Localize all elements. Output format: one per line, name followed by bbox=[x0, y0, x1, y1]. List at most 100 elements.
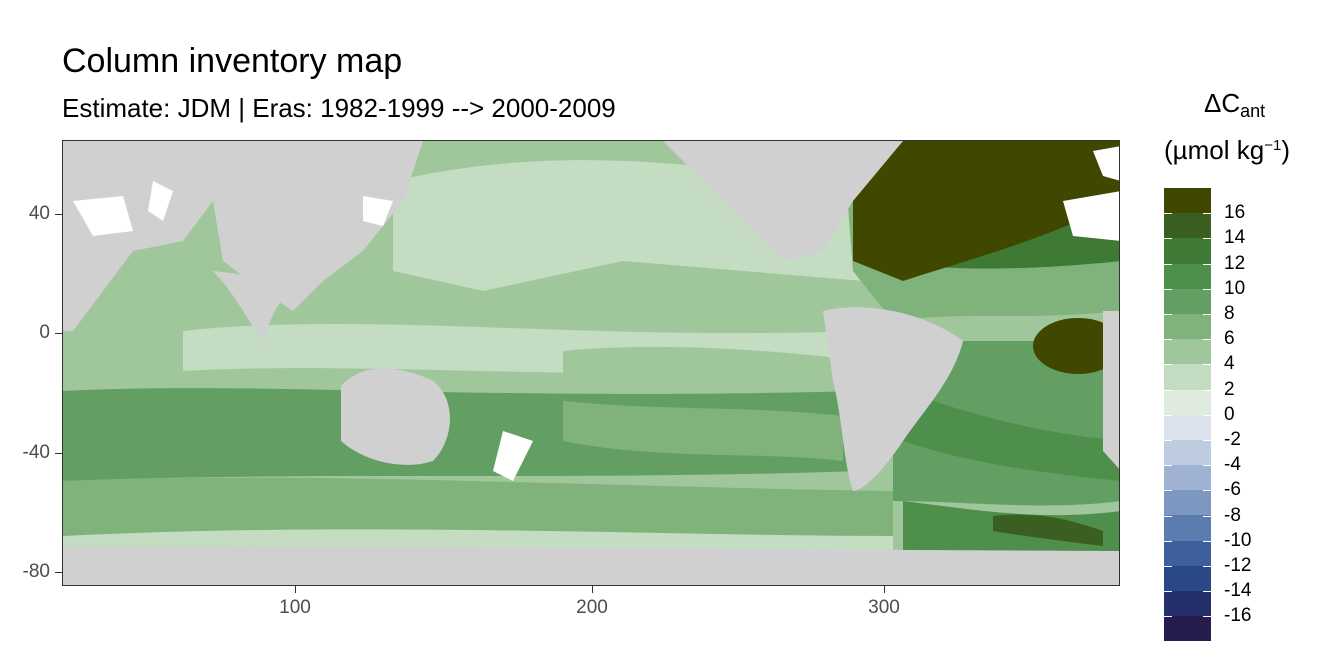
legend-tick-right bbox=[1203, 364, 1211, 366]
y-tick-label: -80 bbox=[22, 561, 50, 582]
legend-tick-right bbox=[1203, 440, 1211, 441]
legend-label: -16 bbox=[1224, 605, 1252, 627]
nodata-patch-3 bbox=[1063, 191, 1119, 241]
nodata-patch-2 bbox=[148, 181, 173, 221]
legend-swatch bbox=[1164, 616, 1211, 642]
legend-label: -6 bbox=[1224, 479, 1241, 501]
india-land bbox=[213, 271, 303, 341]
y-tick-mark bbox=[55, 333, 62, 334]
legend-tick-left bbox=[1164, 238, 1172, 240]
x-tick-label: 100 bbox=[279, 597, 311, 618]
legend-tick-left bbox=[1164, 339, 1172, 341]
africa-land bbox=[63, 141, 213, 331]
legend-swatch bbox=[1164, 465, 1211, 491]
legend-label: 6 bbox=[1224, 328, 1235, 350]
legend-tick-right bbox=[1203, 288, 1211, 290]
legend-unit: (µmol kg−1) bbox=[1164, 135, 1290, 165]
y-tick-label: -40 bbox=[22, 442, 50, 463]
legend-swatch bbox=[1164, 565, 1211, 591]
asia-land bbox=[193, 141, 423, 311]
legend-swatch bbox=[1164, 213, 1211, 239]
legend-tick-right bbox=[1203, 314, 1211, 315]
legend-tick-left bbox=[1164, 515, 1172, 517]
legend-tick-left bbox=[1164, 389, 1172, 391]
south-atlantic-deep bbox=[903, 391, 1119, 481]
legend-tick-right bbox=[1203, 490, 1211, 492]
legend-swatch bbox=[1164, 238, 1211, 264]
legend-tick-right bbox=[1203, 213, 1211, 215]
legend-tick-right bbox=[1203, 591, 1211, 593]
legend-swatch bbox=[1164, 364, 1211, 390]
legend-tick-left bbox=[1164, 440, 1172, 441]
legend-swatch bbox=[1164, 288, 1211, 314]
antarctica-land bbox=[63, 546, 1119, 585]
map-raster bbox=[63, 141, 1119, 585]
legend-tick-left bbox=[1164, 288, 1172, 290]
legend-label: 10 bbox=[1224, 277, 1246, 299]
legend-tick-left bbox=[1164, 591, 1172, 593]
map-panel bbox=[62, 140, 1120, 586]
legend-swatch bbox=[1164, 339, 1211, 365]
legend-tick-left bbox=[1164, 566, 1172, 567]
legend-label: 4 bbox=[1224, 353, 1235, 375]
legend-label: 2 bbox=[1224, 378, 1235, 400]
legend-label: -10 bbox=[1224, 529, 1252, 551]
weddell-core bbox=[993, 514, 1103, 546]
legend-title: ΔCant bbox=[1204, 88, 1266, 121]
legend-swatch bbox=[1164, 313, 1211, 340]
north-america-land bbox=[663, 141, 903, 261]
legend-tick-right bbox=[1203, 540, 1211, 542]
legend-tick-right bbox=[1203, 616, 1211, 618]
legend-swatch bbox=[1164, 389, 1211, 415]
y-tick-mark bbox=[55, 214, 62, 215]
legend-tick-left bbox=[1164, 314, 1172, 315]
gulf-of-guinea-core bbox=[1033, 318, 1119, 374]
legend-tick-right bbox=[1203, 515, 1211, 517]
x-tick-mark bbox=[295, 586, 296, 593]
legend-tick-right bbox=[1203, 263, 1211, 265]
x-tick-mark bbox=[884, 586, 885, 593]
legend-swatch bbox=[1164, 439, 1211, 466]
legend-label: -4 bbox=[1224, 454, 1241, 476]
x-tick-label: 300 bbox=[868, 597, 900, 618]
legend-swatch bbox=[1164, 540, 1211, 566]
legend-tick-left bbox=[1164, 414, 1172, 416]
y-tick-label: 0 bbox=[39, 322, 50, 343]
legend-tick-right bbox=[1203, 389, 1211, 391]
legend-tick-left bbox=[1164, 364, 1172, 366]
legend-label: -8 bbox=[1224, 504, 1241, 526]
y-tick-mark bbox=[55, 572, 62, 573]
map-subtitle: Estimate: JDM | Eras: 1982-1999 --> 2000… bbox=[62, 93, 616, 123]
legend-tick-left bbox=[1164, 540, 1172, 542]
legend-tick-left bbox=[1164, 616, 1172, 618]
x-tick-mark bbox=[592, 586, 593, 593]
legend-tick-right bbox=[1203, 238, 1211, 240]
nodata-patch-5 bbox=[493, 431, 533, 481]
australia-land bbox=[341, 368, 450, 465]
legend-tick-left bbox=[1164, 263, 1172, 265]
legend-label: 16 bbox=[1224, 202, 1246, 224]
nodata-patch-1 bbox=[73, 196, 133, 236]
legend-tick-right bbox=[1203, 566, 1211, 567]
legend-label: 8 bbox=[1224, 303, 1235, 324]
legend-label: 14 bbox=[1224, 227, 1246, 249]
x-tick-label: 200 bbox=[576, 597, 608, 618]
north-atlantic-core bbox=[853, 141, 1119, 281]
south-america-land bbox=[823, 307, 963, 491]
legend-label: -2 bbox=[1224, 429, 1241, 450]
legend-label: -12 bbox=[1224, 555, 1252, 576]
legend-tick-right bbox=[1203, 414, 1211, 416]
legend-colorbar bbox=[1164, 188, 1211, 642]
legend-tick-left bbox=[1164, 465, 1172, 467]
legend-swatch bbox=[1164, 591, 1211, 617]
legend-swatch bbox=[1164, 490, 1211, 516]
legend-label: -14 bbox=[1224, 580, 1252, 602]
legend-tick-left bbox=[1164, 490, 1172, 492]
legend-swatch bbox=[1164, 263, 1211, 289]
y-tick-mark bbox=[55, 453, 62, 454]
legend-label: 12 bbox=[1224, 252, 1246, 274]
legend-swatch bbox=[1164, 515, 1211, 541]
legend-swatch bbox=[1164, 188, 1211, 214]
legend-tick-left bbox=[1164, 213, 1172, 215]
y-tick-label: 40 bbox=[28, 203, 50, 224]
